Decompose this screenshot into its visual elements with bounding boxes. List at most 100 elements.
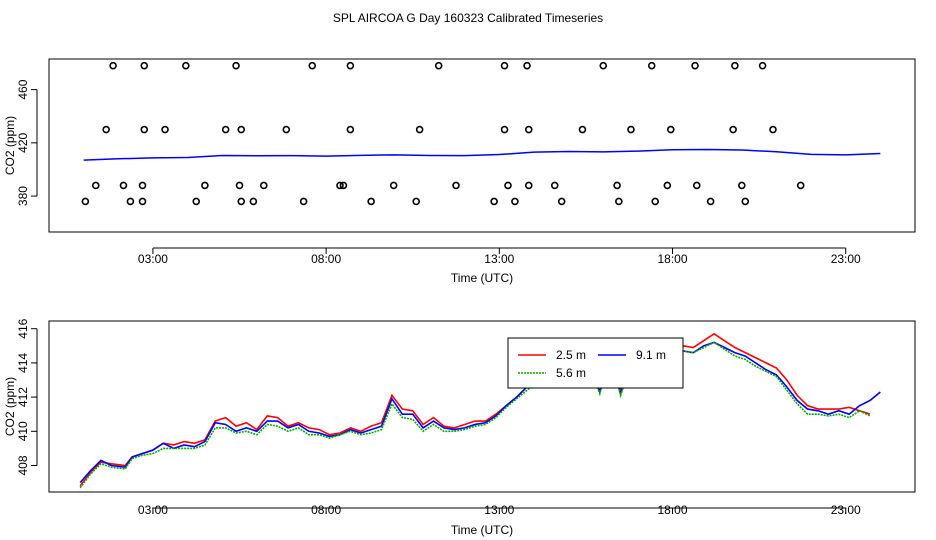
y-tick-label: 416 (16, 318, 30, 338)
scatter-point (666, 125, 675, 134)
plot-frame (48, 320, 916, 493)
scatter-point (346, 125, 355, 134)
scatter-point (81, 197, 90, 206)
scatter-point (237, 125, 246, 134)
y-tick-label: 380 (16, 186, 30, 206)
x-axis-title: Time (UTC) (451, 523, 513, 537)
x-tick-label: 08:00 (311, 503, 341, 517)
scatter-point (249, 197, 258, 206)
scatter-point (232, 61, 240, 70)
scatter-point (192, 197, 201, 206)
x-tick-label: 08:00 (311, 252, 341, 266)
scatter-point (500, 61, 509, 70)
scatter-point (524, 181, 533, 190)
scatter-point (731, 61, 739, 70)
scatter-point (523, 61, 531, 70)
scatter-point (692, 181, 701, 190)
scatter-point (706, 197, 715, 206)
scatter-point (758, 61, 767, 70)
scatter-point (557, 197, 566, 206)
scatter-point (415, 125, 424, 134)
scatter-point (524, 125, 533, 134)
scatter-point (126, 197, 135, 206)
scatter-point (729, 125, 737, 134)
scatter-point (578, 125, 587, 134)
scatter-point (140, 125, 149, 134)
x-tick-label: 03:00 (138, 252, 168, 266)
y-tick-label: 408 (16, 455, 30, 475)
x-axis-title: Time (UTC) (451, 271, 513, 285)
scatter-point (412, 197, 420, 206)
series-line (83, 148, 881, 161)
legend: 2.5 m 5.6 m 9.1 m (507, 337, 684, 389)
top-panel: 03:00 08:00 13:00 18:00 23:00 380 420 460 Time (… (3, 58, 916, 285)
x-tick-label: 18:00 (658, 252, 688, 266)
scatter-point (161, 125, 169, 134)
series-line-0 (79, 332, 871, 487)
scatter-point (511, 197, 519, 206)
scatter-point (737, 181, 746, 190)
x-tick-label: 03:00 (138, 503, 168, 517)
y-axis-title: CO2 (ppm) (3, 377, 17, 436)
scatter-point (138, 181, 147, 190)
scatter-point (140, 61, 149, 70)
scatter-point (389, 181, 398, 190)
scatter-point (452, 181, 460, 190)
scatter-point (741, 197, 750, 206)
x-tick-label: 18:00 (658, 503, 688, 517)
scatter-point (599, 61, 608, 70)
scatter-point (237, 197, 246, 206)
scatter-point (796, 181, 805, 190)
scatter-point (490, 197, 498, 206)
scatter-point (500, 125, 509, 134)
y-tick-label: 412 (16, 387, 30, 407)
x-tick-label: 13:00 (484, 503, 514, 517)
scatter-point (615, 197, 623, 206)
scatter-point (91, 181, 100, 190)
scatter-point (434, 61, 443, 70)
legend-label: 9.1 m (636, 348, 666, 362)
x-tick-label: 13:00 (484, 252, 514, 266)
scatter-point (651, 197, 660, 206)
scatter-point (299, 197, 308, 206)
scatter-point (308, 61, 317, 70)
scatter-point (282, 125, 291, 134)
scatter-point (259, 181, 268, 190)
scatter-point (613, 181, 621, 190)
scatter-point (550, 181, 559, 190)
y-tick-label: 460 (16, 79, 30, 99)
scatter-point (109, 61, 117, 70)
scatter-point (102, 125, 110, 134)
plot-frame (48, 58, 916, 233)
scatter-point (627, 125, 635, 134)
scatter-point (647, 61, 656, 70)
scatter-point (367, 197, 375, 206)
legend-label: 5.6 m (556, 366, 586, 380)
x-tick-label: 23:00 (831, 503, 861, 517)
scatter-point (504, 181, 512, 190)
y-tick-label: 414 (16, 353, 30, 373)
scatter-point (119, 181, 128, 190)
y-tick-label: 410 (16, 421, 30, 441)
scatter-point (235, 181, 244, 190)
scatter-point (201, 181, 209, 190)
scatter-point (221, 125, 230, 134)
y-tick-label: 420 (16, 133, 30, 153)
bottom-panel: 03:00 08:00 13:00 18:00 23:00 408 410 412 414 416… (3, 318, 916, 537)
scatter-point (346, 61, 355, 70)
legend-frame (507, 337, 684, 389)
scatter-point (691, 61, 699, 70)
scatter-point (339, 181, 348, 190)
series-line-1 (79, 341, 881, 484)
scatter-point (182, 61, 190, 70)
y-axis-title: CO2 (ppm) (3, 116, 17, 175)
scatter-point (138, 197, 147, 206)
scatter-point (769, 125, 777, 134)
x-tick-label: 23:00 (831, 252, 861, 266)
legend-label: 2.5 m (556, 348, 586, 362)
scatter-point (336, 181, 344, 190)
scatter-point (663, 181, 672, 190)
series-line-2 (79, 341, 871, 489)
